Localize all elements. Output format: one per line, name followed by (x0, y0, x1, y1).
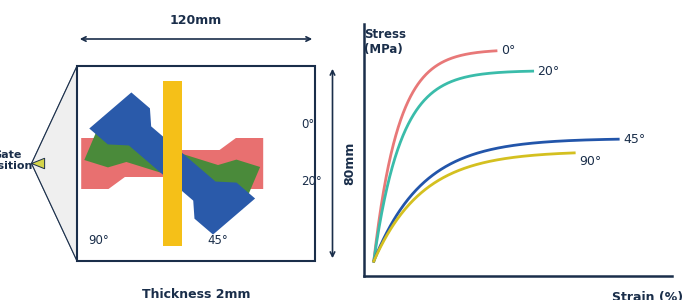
Text: Thickness 2mm: Thickness 2mm (142, 288, 251, 300)
Text: 0°: 0° (301, 118, 314, 131)
Text: 90°: 90° (579, 155, 601, 168)
Text: 45°: 45° (623, 133, 645, 146)
Polygon shape (32, 66, 77, 261)
Polygon shape (90, 92, 255, 235)
Text: 20°: 20° (301, 175, 322, 188)
Polygon shape (81, 138, 263, 189)
Bar (162, 81, 182, 246)
Text: 45°: 45° (207, 233, 228, 247)
Text: 20°: 20° (538, 64, 560, 78)
X-axis label: Strain (%): Strain (%) (612, 291, 683, 300)
Polygon shape (32, 158, 45, 169)
Bar (77, 66, 315, 261)
Polygon shape (32, 66, 77, 261)
Text: 80mm: 80mm (343, 142, 356, 185)
Text: Stress
(MPa): Stress (MPa) (364, 28, 406, 56)
Text: 120mm: 120mm (170, 14, 222, 27)
Text: Gate
position: Gate position (0, 150, 32, 171)
Bar (162, 81, 182, 246)
Text: 0°: 0° (501, 44, 515, 57)
Polygon shape (84, 118, 260, 209)
Text: 90°: 90° (88, 233, 109, 247)
